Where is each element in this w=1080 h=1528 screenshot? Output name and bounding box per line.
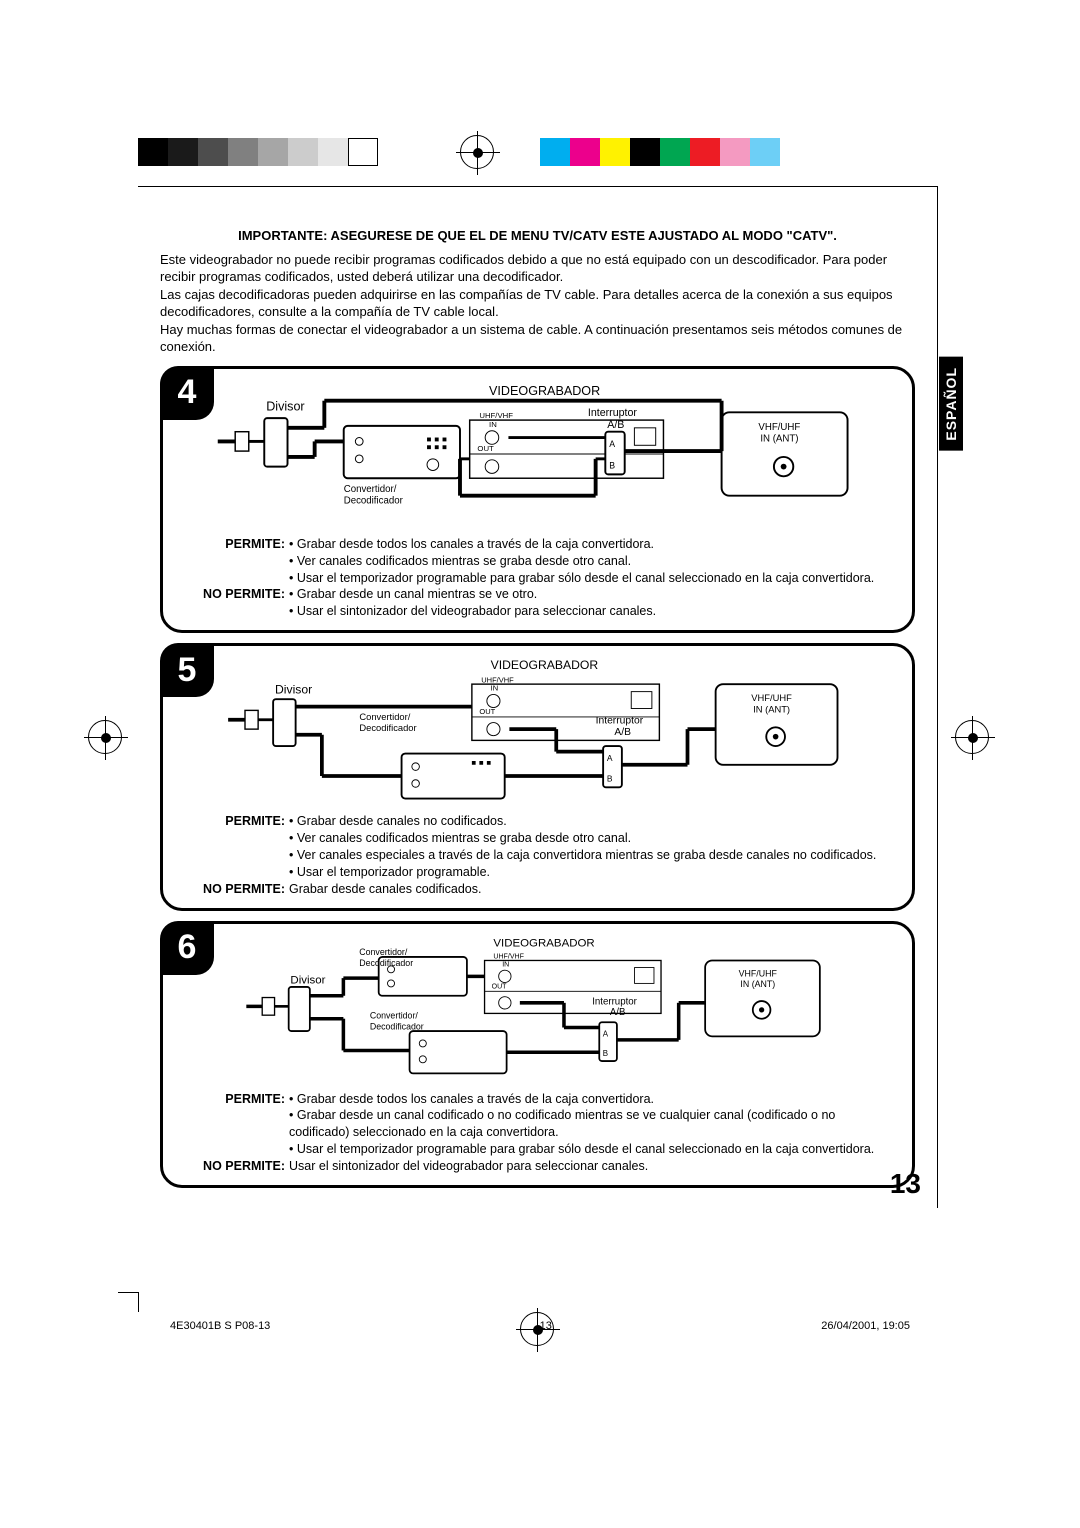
diagram-block-5: 5 VIDEOGRABADOR Divisor UHF/VHF IN OUT [160, 643, 915, 910]
svg-text:UHF/VHF: UHF/VHF [479, 411, 513, 420]
page-number: 13 [890, 1168, 921, 1200]
svg-text:OUT: OUT [492, 983, 508, 990]
svg-text:VHF/UHF: VHF/UHF [758, 422, 800, 433]
diagram-svg-6: VIDEOGRABADOR Divisor Convertidor/ Decod… [179, 934, 896, 1084]
svg-text:Interruptor: Interruptor [592, 996, 637, 1007]
footer-left: 4E30401B S P08-13 [170, 1320, 270, 1332]
crop-mark [118, 1292, 138, 1293]
diagram-number: 4 [160, 366, 214, 420]
diagram-block-4: 4 VIDEOGRABADOR Divisor Convertidor/ Dec… [160, 366, 915, 633]
diagram-block-6: 6 VIDEOGRABADOR Divisor Convertidor/ Dec… [160, 921, 915, 1188]
svg-text:B: B [603, 1048, 608, 1057]
registration-mark-top [460, 135, 494, 169]
svg-text:Convertidor/: Convertidor/ [344, 484, 397, 495]
intro-heading: IMPORTANTE: ASEGURESE DE QUE EL DE MENU … [160, 227, 915, 245]
svg-text:A: A [609, 439, 615, 449]
svg-text:Divisor: Divisor [290, 974, 325, 986]
diagram-number: 6 [160, 921, 214, 975]
svg-text:IN (ANT): IN (ANT) [760, 433, 798, 444]
diagram-svg-4: VIDEOGRABADOR Divisor Convertidor/ Decod… [179, 379, 896, 529]
svg-text:VHF/UHF: VHF/UHF [751, 693, 792, 703]
svg-text:VHF/UHF: VHF/UHF [739, 968, 778, 978]
intro-text: IMPORTANTE: ASEGURESE DE QUE EL DE MENU … [160, 227, 915, 356]
footer-center: 13 [540, 1320, 552, 1332]
svg-text:Decodificador: Decodificador [370, 1021, 424, 1031]
svg-text:OUT: OUT [479, 707, 495, 716]
svg-text:A/B: A/B [607, 419, 624, 431]
svg-text:IN: IN [489, 420, 497, 429]
svg-text:Divisor: Divisor [266, 399, 304, 413]
svg-text:B: B [609, 460, 615, 470]
svg-text:A: A [603, 1029, 609, 1038]
intro-p3: Hay muchas formas de conectar el videogr… [160, 322, 902, 355]
svg-text:IN (ANT): IN (ANT) [753, 704, 790, 714]
language-tab: ESPAÑOL [939, 357, 963, 451]
permissions-table-4: PERMITE: Grabar desde todos los canales … [179, 536, 896, 620]
svg-text:VIDEOGRABADOR: VIDEOGRABADOR [493, 937, 594, 949]
svg-text:Interruptor: Interruptor [588, 407, 638, 419]
svg-text:OUT: OUT [477, 444, 494, 453]
permissions-table-5: PERMITE: Grabar desde canales no codific… [179, 813, 896, 897]
permissions-table-6: PERMITE: Grabar desde todos los canales … [179, 1091, 896, 1175]
diagram-svg-5: VIDEOGRABADOR Divisor UHF/VHF IN OUT [179, 656, 896, 806]
svg-text:A/B: A/B [610, 1007, 626, 1018]
svg-text:Decodificador: Decodificador [344, 495, 404, 506]
svg-text:Convertidor/: Convertidor/ [370, 1010, 419, 1020]
print-footer: 4E30401B S P08-13 13 26/04/2001, 19:05 [170, 1320, 910, 1332]
svg-text:UHF/VHF: UHF/VHF [493, 953, 524, 960]
page-content: ESPAÑOL IMPORTANTE: ASEGURESE DE QUE EL … [138, 186, 938, 1208]
crop-mark [138, 1292, 139, 1312]
svg-text:Decodificador: Decodificador [359, 723, 416, 733]
svg-text:IN: IN [491, 684, 499, 693]
svg-text:A/B: A/B [614, 727, 631, 738]
svg-text:IN: IN [502, 961, 509, 968]
svg-text:Interruptor: Interruptor [596, 716, 644, 727]
svg-text:A: A [607, 753, 613, 763]
diagram-number: 5 [160, 643, 214, 697]
svg-text:B: B [607, 774, 613, 784]
registration-mark-right [955, 720, 989, 754]
svg-text:Decodificador: Decodificador [359, 957, 413, 967]
intro-p1: Este videograbador no puede recibir prog… [160, 252, 887, 285]
grayscale-colorbar [138, 138, 378, 166]
cmyk-colorbar [540, 138, 780, 166]
intro-p2: Las cajas decodificadoras pueden adquiri… [160, 287, 893, 320]
svg-text:Divisor: Divisor [275, 683, 312, 697]
svg-text:VIDEOGRABADOR: VIDEOGRABADOR [489, 384, 600, 398]
svg-text:Convertidor/: Convertidor/ [359, 712, 410, 722]
svg-text:Convertidor/: Convertidor/ [359, 947, 408, 957]
footer-right: 26/04/2001, 19:05 [821, 1320, 910, 1332]
svg-text:VIDEOGRABADOR: VIDEOGRABADOR [491, 658, 599, 672]
registration-mark-left [88, 720, 122, 754]
svg-text:IN (ANT): IN (ANT) [740, 979, 775, 989]
